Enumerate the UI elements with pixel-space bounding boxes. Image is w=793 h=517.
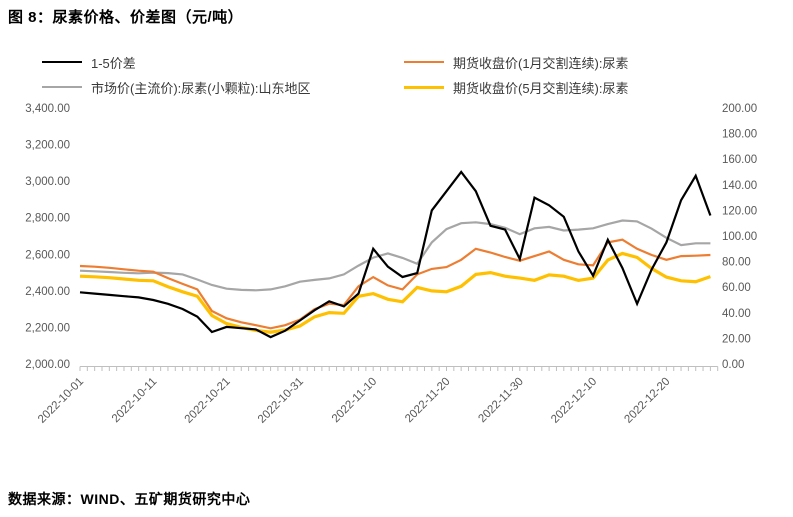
- svg-text:2,600.00: 2,600.00: [25, 249, 70, 261]
- legend-line-swatch-icon: [42, 86, 82, 88]
- svg-text:2,000.00: 2,000.00: [25, 359, 70, 371]
- legend-label: 1-5价差: [91, 55, 136, 71]
- svg-text:20.00: 20.00: [722, 333, 751, 345]
- legend-line-swatch-icon: [42, 61, 82, 63]
- data-source-note: 数据来源：WIND、五矿期货研究中心: [8, 491, 251, 507]
- svg-text:2022-11-10: 2022-11-10: [330, 376, 379, 425]
- legend-line-swatch-icon: [404, 85, 444, 89]
- svg-text:180.00: 180.00: [722, 129, 757, 141]
- x-axis-date-labels: 2022-10-01 2022-10-11 2022-10-21 2022-10-31…: [36, 376, 672, 426]
- svg-text:3,400.00: 3,400.00: [25, 103, 70, 115]
- svg-text:0.00: 0.00: [722, 359, 744, 371]
- may-futures-line: [79, 251, 711, 334]
- svg-text:60.00: 60.00: [722, 282, 751, 294]
- svg-text:3,000.00: 3,000.00: [25, 176, 70, 188]
- svg-text:2022-10-21: 2022-10-21: [183, 376, 233, 426]
- svg-text:3,200.00: 3,200.00: [25, 140, 70, 152]
- svg-text:2022-11-30: 2022-11-30: [476, 376, 525, 425]
- svg-text:100.00: 100.00: [722, 231, 757, 243]
- svg-text:2,400.00: 2,400.00: [25, 286, 70, 298]
- legend-label: 市场价(主流价):尿素(小颗粒):山东地区: [91, 80, 311, 96]
- svg-text:2,800.00: 2,800.00: [25, 213, 70, 225]
- legend-item-may-futures: 期货收盘价(5月交割连续):尿素: [404, 78, 629, 96]
- svg-text:2022-11-20: 2022-11-20: [403, 376, 452, 425]
- legend-item-jan-futures: 期货收盘价(1月交割连续):尿素: [404, 53, 629, 71]
- svg-text:40.00: 40.00: [722, 308, 751, 320]
- svg-text:80.00: 80.00: [722, 257, 751, 269]
- svg-text:2,200.00: 2,200.00: [25, 322, 70, 334]
- svg-text:2022-12-20: 2022-12-20: [622, 376, 672, 426]
- legend-item-spread: 1-5价差: [42, 53, 404, 71]
- legend-label: 期货收盘价(5月交割连续):尿素: [453, 80, 629, 96]
- right-axis-labels: 200.00 180.00 160.00 140.00 120.00 100.00 80.0…: [722, 103, 757, 371]
- svg-text:200.00: 200.00: [722, 103, 757, 115]
- legend-line-swatch-icon: [404, 61, 444, 63]
- legend-item-spot: 市场价(主流价):尿素(小颗粒):山东地区: [42, 78, 404, 96]
- svg-text:160.00: 160.00: [722, 154, 757, 166]
- figure-title: 图 8：尿素价格、价差图（元/吨）: [8, 9, 244, 26]
- spot-line: [79, 219, 711, 292]
- svg-text:2022-10-01: 2022-10-01: [36, 376, 86, 426]
- svg-text:140.00: 140.00: [722, 180, 757, 192]
- svg-text:2022-12-10: 2022-12-10: [549, 376, 599, 426]
- chart-legend: 1-5价差 期货收盘价(1月交割连续):尿素市场价(主流价):尿素(小颗粒):山东…: [42, 53, 629, 96]
- left-axis-labels: 3,400.00 3,200.00 3,000.00 2,800.00 2,600.00…: [25, 103, 70, 371]
- x-axis: [79, 366, 719, 371]
- svg-text:2022-10-11: 2022-10-11: [110, 376, 159, 425]
- legend-label: 期货收盘价(1月交割连续):尿素: [453, 55, 629, 71]
- svg-text:2022-10-31: 2022-10-31: [256, 376, 306, 426]
- svg-text:120.00: 120.00: [722, 205, 757, 217]
- spread-line: [79, 170, 712, 339]
